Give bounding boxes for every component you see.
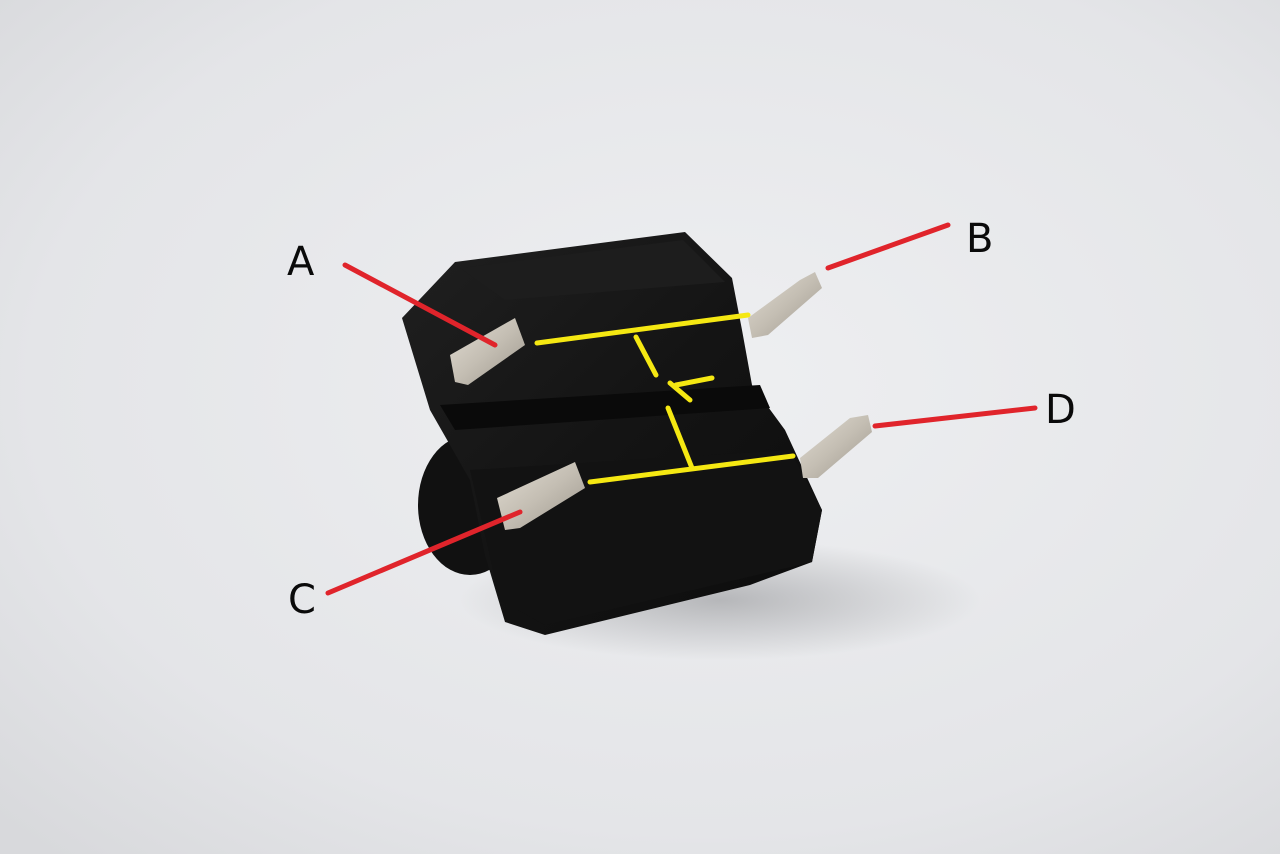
pin-label-b: B xyxy=(966,216,993,262)
pin-d xyxy=(800,415,872,478)
tactile-switch xyxy=(402,232,872,635)
circuit-line-top xyxy=(534,312,751,346)
switch-top-ridge xyxy=(460,240,725,300)
circuit-contact-upper xyxy=(633,334,659,378)
circuit-symbol xyxy=(534,312,796,485)
pin-label-d: D xyxy=(1045,387,1076,433)
circuit-actuator-bar xyxy=(673,375,715,388)
leader-lines xyxy=(325,222,1038,596)
pin-label-a: A xyxy=(287,239,315,285)
circuit-contact-lower xyxy=(665,405,695,471)
leader-line-c xyxy=(325,509,523,596)
circuit-actuator-stem xyxy=(667,380,693,403)
leader-line-b xyxy=(825,222,951,271)
leader-line-a xyxy=(342,262,498,348)
pin-b xyxy=(748,272,822,338)
leader-line-d xyxy=(872,405,1038,429)
pin-a xyxy=(450,318,525,385)
pin-label-c: C xyxy=(288,577,316,623)
